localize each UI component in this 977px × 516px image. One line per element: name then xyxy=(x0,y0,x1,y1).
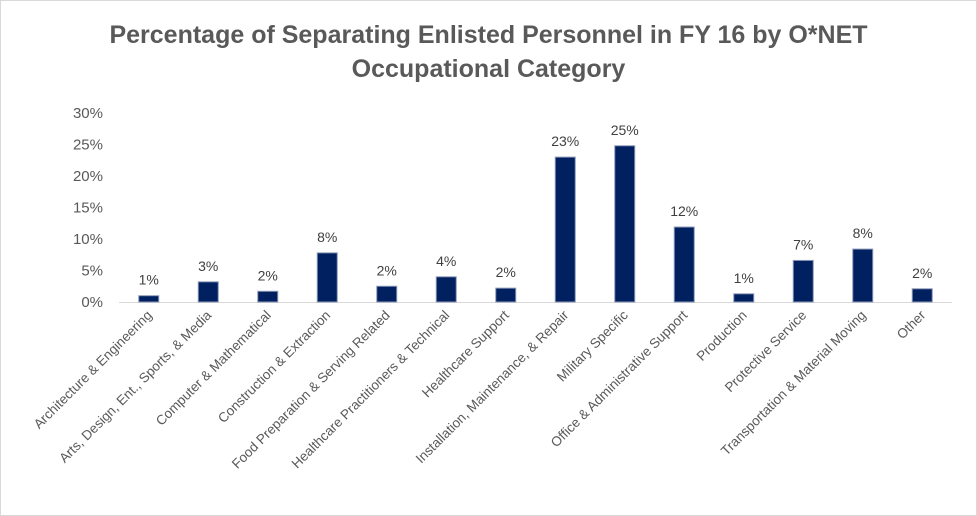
bar xyxy=(495,287,517,303)
chart-title-line-2: Occupational Category xyxy=(351,55,626,83)
data-label: 2% xyxy=(377,262,397,278)
data-label: 8% xyxy=(853,225,873,241)
bar xyxy=(792,259,814,303)
chart-title: Percentage of Separating Enlisted Person… xyxy=(0,18,977,86)
y-tick-label: 15% xyxy=(73,200,103,217)
x-tick-label: Computer & Mathematical xyxy=(153,308,274,429)
y-tick-label: 20% xyxy=(73,168,103,185)
y-tick-label: 0% xyxy=(81,294,103,311)
data-label: 25% xyxy=(611,122,639,138)
bar xyxy=(852,248,874,303)
data-label: 2% xyxy=(496,264,516,280)
data-label: 2% xyxy=(912,265,932,281)
data-label: 4% xyxy=(436,253,456,269)
bar xyxy=(554,156,576,303)
chart-title-line-1: Percentage of Separating Enlisted Person… xyxy=(109,21,868,49)
y-tick-label: 10% xyxy=(73,231,103,248)
data-label: 12% xyxy=(670,203,698,219)
data-label: 8% xyxy=(317,229,337,245)
data-label: 7% xyxy=(793,236,813,252)
y-tick-label: 30% xyxy=(73,105,103,122)
bar xyxy=(733,293,755,303)
bar xyxy=(138,295,160,303)
y-tick-label: 25% xyxy=(73,137,103,154)
data-label: 1% xyxy=(734,270,754,286)
x-tick-label: Construction & Extraction xyxy=(215,308,333,426)
bar xyxy=(911,288,933,303)
data-label: 1% xyxy=(139,272,159,288)
bar xyxy=(257,290,279,303)
data-label: 3% xyxy=(198,258,218,274)
y-tick-label: 5% xyxy=(81,263,103,280)
x-tick-label: Production xyxy=(694,308,750,364)
bar xyxy=(376,285,398,303)
data-label: 2% xyxy=(258,267,278,283)
bar xyxy=(197,281,219,303)
x-tick-label: Architecture & Engineering xyxy=(31,308,155,432)
bar xyxy=(435,276,457,303)
x-tick-label: Other xyxy=(894,307,929,342)
data-label: 23% xyxy=(551,133,579,149)
bar xyxy=(614,145,636,303)
bar xyxy=(316,252,338,303)
bar xyxy=(673,226,695,303)
